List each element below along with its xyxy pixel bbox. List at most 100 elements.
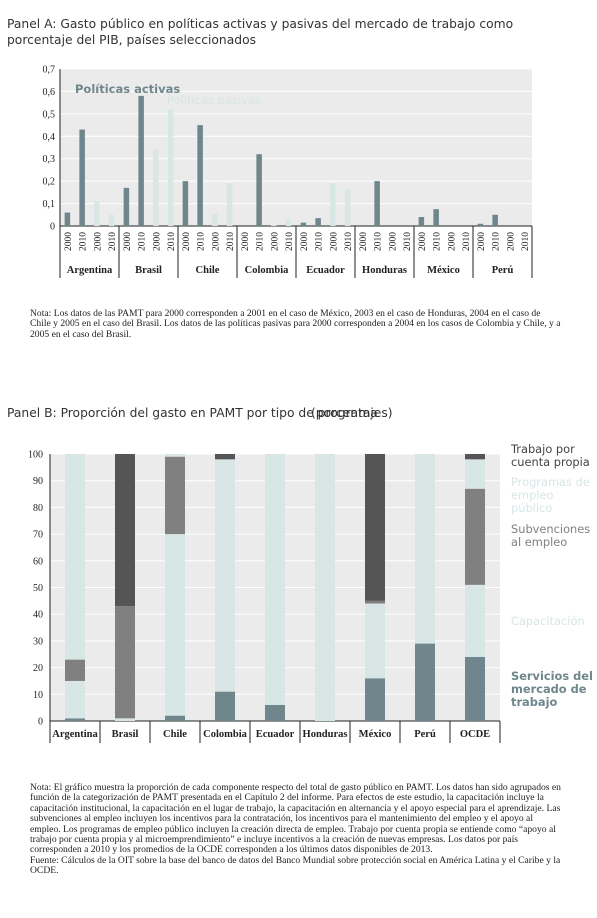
bar-colombia-pasivas-2010 [285,219,292,226]
y-tick-label-b: 20 [33,663,43,674]
x-year-label-a: 2010 [167,232,177,251]
x-category-label-b: Chile [163,729,187,740]
y-tick-label-a: 0,2 [43,177,56,188]
y-tick-label-b: 80 [33,503,43,514]
panel-b-source: Fuente: Cálculos de la OIT sobre la base… [30,854,561,877]
bar-segment-ocde-2 [465,488,485,585]
y-tick-label-a: 0,7 [43,65,56,76]
x-category-label-b: Brasil [112,729,139,740]
x-category-label-a: Brasil [135,265,162,276]
chart-a: 0 0,1 0,2 0,3 0,4 0,5 0,6 0,7 2000 2010 2000 2010 Ar… [43,65,533,278]
y-tick-label-b: 30 [33,636,43,647]
x-year-label-a: 2000 [506,232,516,251]
x-year-label-a: 2010 [197,232,207,251]
x-year-label-a: 2000 [477,232,487,251]
x-year-label-a: 2010 [108,232,118,251]
x-category-label-b: México [359,729,392,740]
bar-perú-activas-2000 [477,223,484,226]
bar-méxico-activas-2000 [418,217,425,226]
bar-segment-argentina-1 [65,680,85,719]
x-category-label-a: Ecuador [306,265,345,276]
x-category-label-b: Honduras [303,729,348,740]
x-year-label-a: 2010 [433,232,443,251]
bar-segment-chile-2 [165,456,185,535]
legend-item-b: Programas de empleo público [511,475,590,515]
bar-segment-argentina-2 [65,659,85,681]
x-year-label-a: 2000 [211,232,221,251]
y-tick-label-b: 100 [28,450,43,461]
bar-segment-ecuador-1 [265,454,285,705]
legend-item-b: Capacitación [511,614,585,628]
y-tick-label-b: 90 [33,476,43,487]
x-year-label-a: 2000 [329,232,339,251]
bar-honduras-activas-2010 [374,181,380,226]
y-tick-label-a: 0,3 [43,154,56,165]
bar-argentina-activas-2000 [64,212,71,226]
y-tick-label-a: 0,4 [43,132,56,143]
y-tick-label-a: 0 [50,222,55,233]
bar-segment-ocde-4 [465,454,485,460]
x-year-label-a: 2000 [359,232,369,251]
bar-chile-pasivas-2000 [212,213,218,226]
x-year-label-a: 2000 [182,232,192,251]
bar-argentina-activas-2010 [79,129,85,226]
x-year-label-a: 2000 [123,232,133,251]
bar-méxico-activas-2010 [433,209,439,226]
y-tick-label-b: 40 [33,610,43,621]
x-year-label-a: 2010 [256,232,266,251]
x-year-label-a: 2000 [93,232,103,251]
bar-ecuador-activas-2000 [300,222,307,226]
y-tick-label-b: 70 [33,530,43,541]
bar-segment-honduras-1 [315,454,335,721]
bar-segment-argentina-0 [65,718,85,721]
x-year-label-a: 2000 [300,232,310,251]
x-year-label-a: 2010 [285,232,295,251]
bar-segment-brasil-2 [115,606,135,719]
y-tick-label-a: 0,6 [43,87,56,98]
panel-b-title-text: Panel B: Proporción del gasto en PAMT po… [7,406,378,420]
y-tick-label-b: 10 [33,690,43,701]
x-year-label-a: 2010 [138,232,148,251]
bar-segment-chile-0 [165,715,185,721]
x-category-label-a: México [427,265,460,276]
bar-segment-brasil-4 [115,454,135,607]
bar-segment-colombia-0 [215,691,235,721]
y-tick-label-b: 0 [38,717,43,728]
bar-segment-ecuador-0 [265,704,285,721]
x-category-label-b: Perú [414,729,436,740]
y-tick-label-b: 50 [33,583,43,594]
bar-segment-méxico-4 [365,454,385,601]
panel-b-note-text: Nota: El gráfico muestra la proporción d… [30,782,561,856]
legend-item-b: Subvenciones al empleo [511,522,591,549]
bar-colombia-pasivas-2000 [271,224,277,226]
bar-segment-perú-1 [415,454,435,644]
legend-item-b: Trabajo por cuenta propia [511,442,590,469]
bar-segment-argentina-3 [65,454,85,660]
bar-segment-ocde-0 [465,656,485,721]
chart-b: 0 10 20 30 40 50 60 70 80 90 100 Argentina Brasil Chi… [28,450,501,743]
x-category-label-b: Colombia [203,729,248,740]
x-category-label-b: Argentina [52,729,98,740]
panel-a-note-text: Nota: Los datos de las PAMT para 2000 co… [30,308,561,340]
bar-segment-perú-0 [415,643,435,721]
y-tick-label-b: 60 [33,556,43,567]
bar-segment-chile-3 [165,454,185,457]
bar-segment-colombia-4 [215,454,235,460]
x-year-label-a: 2010 [403,232,413,251]
x-year-label-a: 2000 [270,232,280,251]
panel-b-title: Panel B: Proporción del gasto en PAMT po… [7,405,378,421]
x-category-label-a: Argentina [67,265,113,276]
bar-segment-ocde-1 [465,584,485,657]
x-year-label-a: 2010 [79,232,89,251]
bar-ecuador-pasivas-2000 [330,183,336,226]
x-year-label-a: 2010 [492,232,502,251]
bar-segment-colombia-1 [215,459,235,692]
bar-segment-brasil-1 [115,718,135,721]
x-category-label-a: Honduras [362,265,407,276]
x-year-label-a: 2000 [418,232,428,251]
x-year-label-a: 2000 [64,232,74,251]
panel-b-note: Nota: El gráfico muestra la proporción d… [30,782,562,877]
y-tick-label-a: 0,5 [43,109,56,120]
bar-chile-activas-2000 [182,181,189,226]
x-year-label-a: 2010 [344,232,354,251]
